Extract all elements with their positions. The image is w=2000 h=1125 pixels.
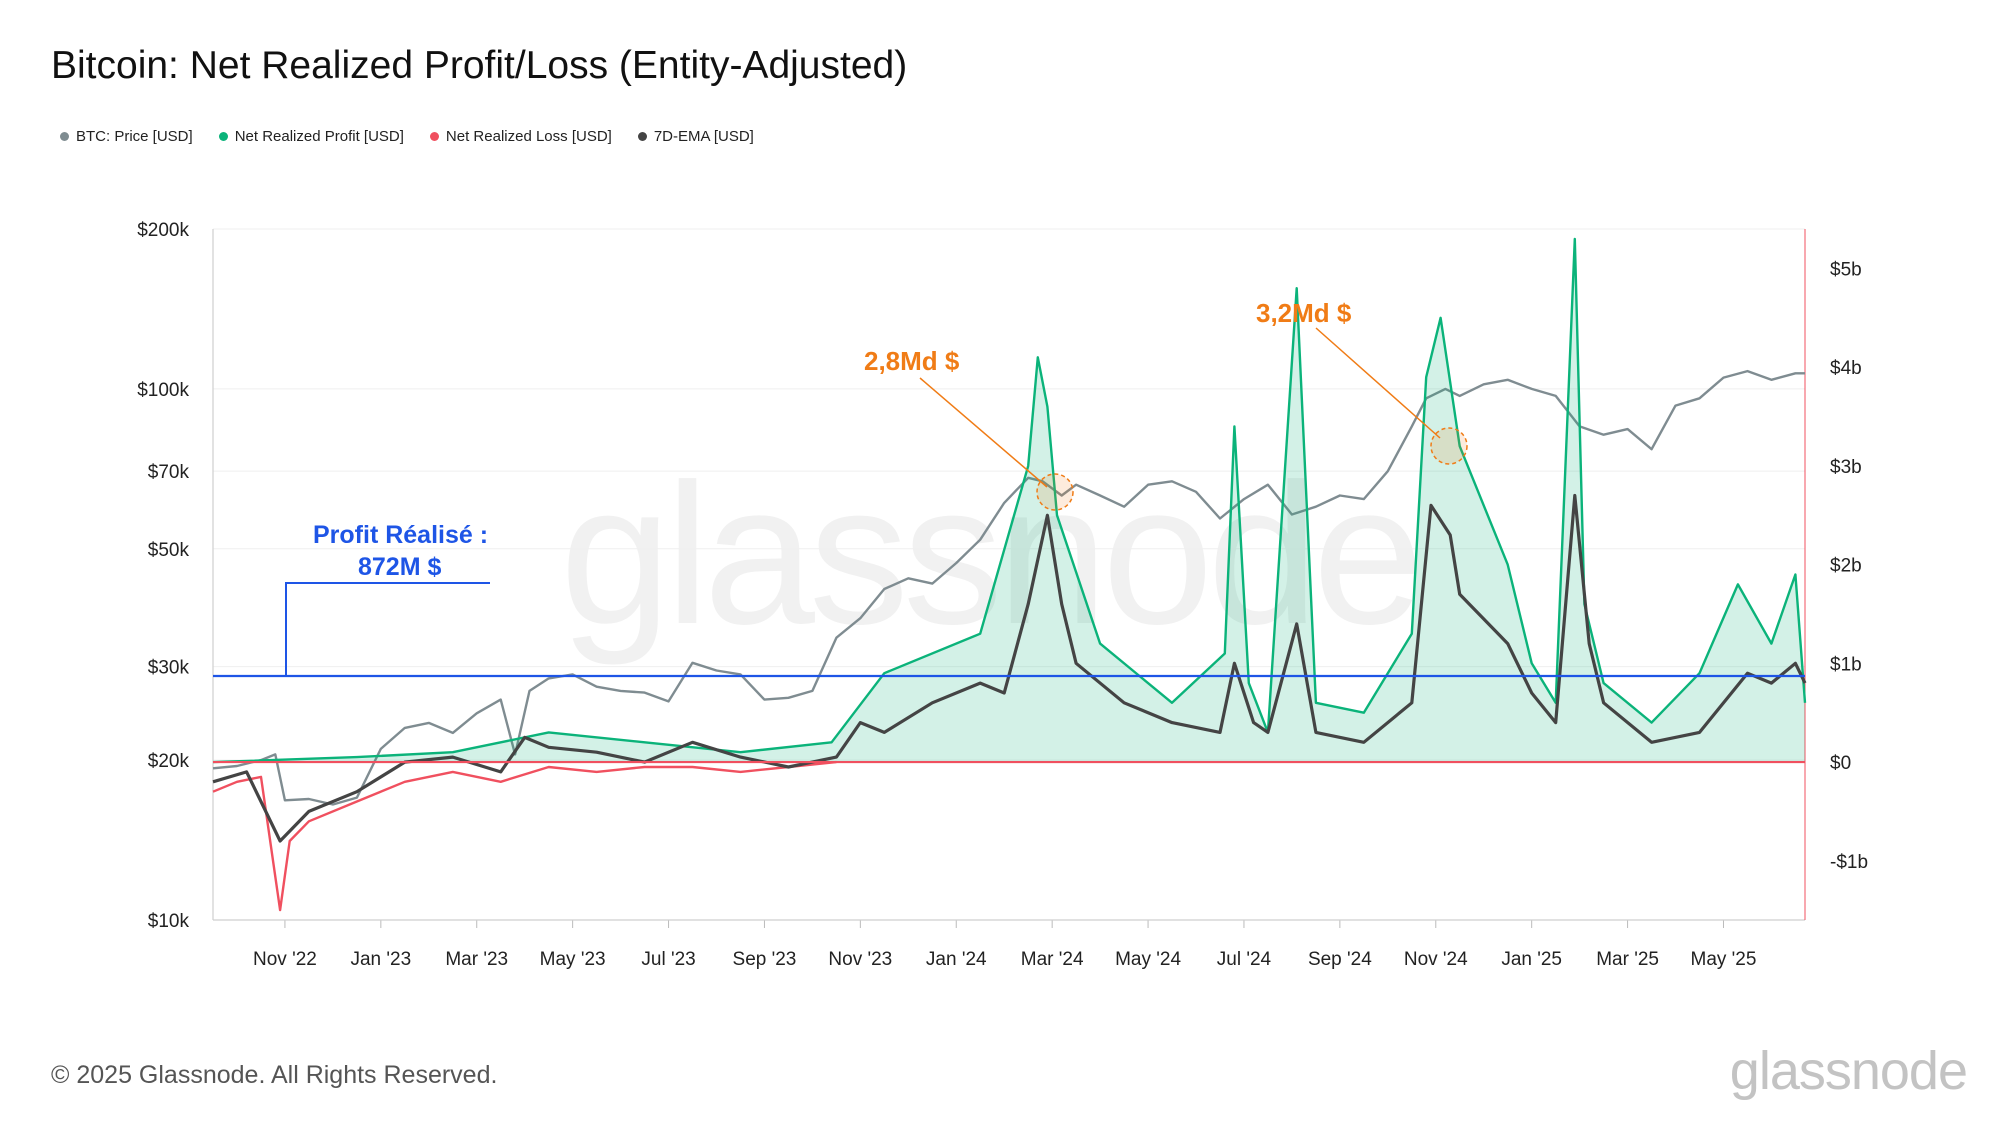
annotation-left-line2: 872M $ <box>358 553 441 581</box>
annotations: Profit Réalisé : 872M $ 2,8Md $ 3,2Md $ <box>285 298 1468 676</box>
annotation-peak1-leader <box>919 377 1048 488</box>
reference-lines <box>213 674 1805 764</box>
axes: $10k $20k $30k $50k $70k $100k $200k -$1b $0 $1b $… <box>137 220 1868 970</box>
series-7d-ema-usd-line <box>212 493 1807 843</box>
legend-item-loss[interactable]: Net Realized Loss [USD] <box>429 128 612 145</box>
x-tick-label: Mar '25 <box>1596 949 1659 970</box>
x-tick-label: Mar '23 <box>445 949 508 970</box>
annotation-left-bracket <box>285 582 490 676</box>
y-left-tick-label: $50k <box>148 540 190 561</box>
legend-dot-profit <box>218 132 228 141</box>
series-net-realized-loss-usd-line <box>212 760 837 912</box>
x-tick-label: Nov '23 <box>828 949 892 970</box>
y-left-tick-label: $20k <box>148 751 190 772</box>
legend-label-price: BTC: Price [USD] <box>76 128 193 145</box>
x-tick-label: Jul '24 <box>1217 949 1272 970</box>
annotation-peak1-label: 2,8Md $ <box>864 346 960 376</box>
x-tick-label: Sep '23 <box>733 949 797 970</box>
y-left-tick-label: $200k <box>137 220 189 241</box>
y-left-tick-label: $10k <box>148 911 190 932</box>
y-right-tick-label: $3b <box>1830 457 1862 478</box>
y-left-tick-label: $70k <box>148 462 190 483</box>
legend-dot-ema <box>637 132 647 141</box>
y-right-tick-label: $1b <box>1830 654 1862 675</box>
y-right-tick-label: -$1b <box>1830 852 1868 873</box>
y-right-tick-label: $0 <box>1830 753 1851 774</box>
series-net-realized-profit-usd-area <box>213 238 1805 763</box>
x-tick-label: May '24 <box>1115 949 1181 970</box>
annotation-peak2-leader <box>1315 327 1441 439</box>
x-tick-label: Jan '24 <box>926 949 987 970</box>
series-layer <box>212 237 1807 912</box>
annotation-peak1-circle <box>1036 473 1074 511</box>
x-tick-label: Jan '23 <box>350 949 411 970</box>
legend-item-profit[interactable]: Net Realized Profit [USD] <box>218 128 404 145</box>
y-right-tick-label: $4b <box>1830 358 1862 379</box>
y-right-tick-label: $2b <box>1830 556 1862 577</box>
x-tick-label: Sep '24 <box>1308 949 1372 970</box>
y-left-tick-label: $100k <box>137 380 189 401</box>
x-tick-label: Jul '23 <box>641 949 695 970</box>
x-tick-label: Nov '24 <box>1404 949 1468 970</box>
x-tick-label: Mar '24 <box>1021 949 1084 970</box>
y-left-tick-label: $30k <box>148 658 190 679</box>
copyright-text: © 2025 Glassnode. All Rights Reserved. <box>51 1061 498 1089</box>
x-tick-label: May '25 <box>1691 949 1757 970</box>
chart-title: Bitcoin: Net Realized Profit/Loss (Entit… <box>51 44 908 87</box>
x-tick-label: Nov '22 <box>253 949 317 970</box>
legend-dot-loss <box>429 132 439 141</box>
series-net-realized-profit-usd-line <box>212 237 1807 764</box>
annotation-left-line1: Profit Réalisé : <box>313 521 488 549</box>
legend-item-ema[interactable]: 7D-EMA [USD] <box>637 128 754 145</box>
annotation-peak2-label: 3,2Md $ <box>1256 298 1352 328</box>
legend-item-price[interactable]: BTC: Price [USD] <box>60 128 193 145</box>
series-btc-price-usd-line <box>212 369 1805 806</box>
legend-label-profit: Net Realized Profit [USD] <box>234 128 404 145</box>
legend-label-ema: 7D-EMA [USD] <box>653 128 754 145</box>
brand-logo: glassnode <box>1729 1041 1968 1101</box>
x-tick-label: May '23 <box>540 949 606 970</box>
legend-dot-price <box>60 132 69 141</box>
annotation-peak2-circle <box>1430 427 1468 465</box>
y-right-tick-label: $5b <box>1830 259 1862 280</box>
legend: BTC: Price [USD] Net Realized Profit [US… <box>60 128 754 145</box>
legend-label-loss: Net Realized Loss [USD] <box>445 128 612 145</box>
x-tick-label: Jan '25 <box>1501 949 1562 970</box>
